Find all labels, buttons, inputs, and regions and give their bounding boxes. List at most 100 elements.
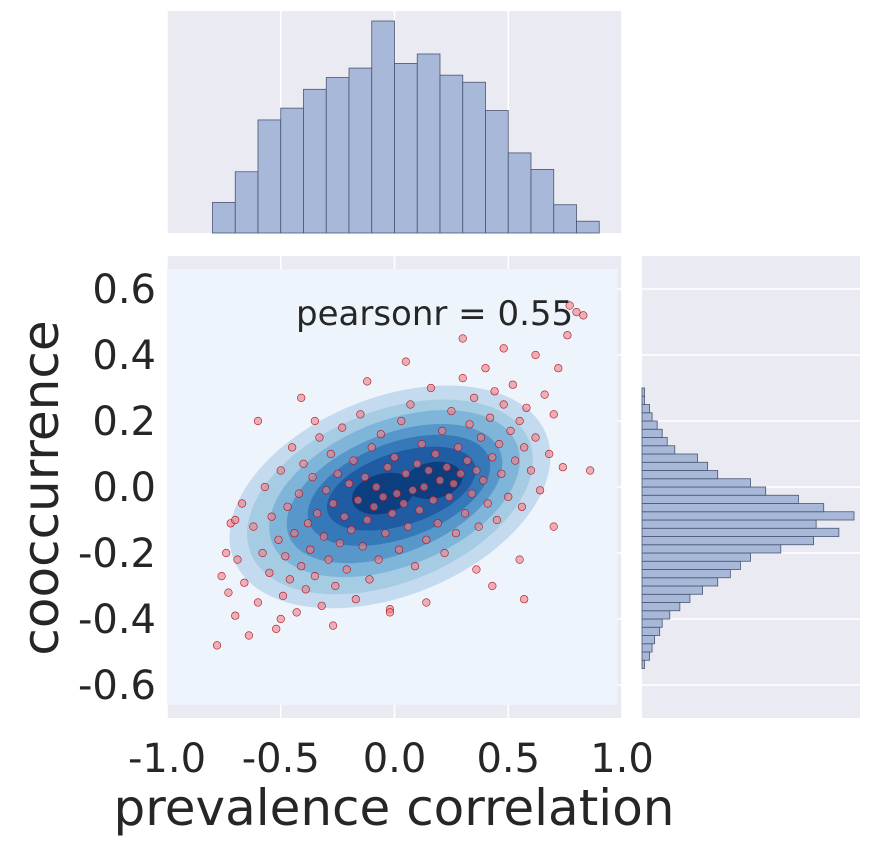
scatter-point-39	[326, 449, 335, 459]
scatter-point-59	[372, 482, 381, 492]
y-hist-bar-11	[641, 569, 731, 579]
scatter-point-36	[319, 532, 329, 541]
scatter-point-50	[351, 595, 360, 604]
x-hist-bar-10	[439, 74, 464, 234]
scatter-point-129	[549, 410, 558, 419]
x-tick-label-2: 0.0	[363, 736, 427, 782]
scatter-point-30	[306, 545, 315, 554]
y-hist-bar-20	[641, 494, 799, 504]
scatter-point-99	[463, 456, 472, 465]
scatter-point-48	[347, 525, 356, 535]
y-hist-bar-0	[641, 659, 645, 669]
scatter-point-45	[340, 512, 349, 521]
scatter-point-52	[356, 410, 365, 419]
scatter-point-2	[224, 588, 233, 597]
scatter-point-144	[401, 357, 410, 366]
x-hist-bar-8	[394, 63, 418, 234]
x-tick-label-0: -1.0	[128, 736, 206, 782]
y-axis-label: cooccurrence	[12, 320, 70, 655]
scatter-point-79	[417, 440, 426, 449]
x-hist-bar-7	[371, 20, 395, 234]
x-hist-bar-3	[280, 107, 304, 234]
y-hist-bar-2	[641, 643, 653, 653]
y-hist-bar-33	[641, 387, 645, 397]
scatter-point-86	[433, 519, 442, 528]
y-hist-bar-27	[641, 437, 668, 447]
x-hist-bar-11	[462, 81, 486, 234]
scatter-point-37	[322, 486, 331, 495]
scatter-point-137	[520, 595, 529, 604]
scatter-point-87	[435, 476, 445, 485]
scatter-point-51	[354, 496, 363, 505]
scatter-point-148	[531, 350, 540, 360]
scatter-point-58	[369, 502, 379, 511]
scatter-point-125	[531, 433, 540, 442]
scatter-point-118	[508, 380, 517, 389]
y-hist-bar-10	[641, 577, 719, 587]
scatter-point-34	[315, 433, 324, 442]
scatter-point-103	[472, 466, 481, 475]
scatter-point-153	[515, 555, 524, 564]
scatter-point-101	[467, 489, 476, 498]
scatter-point-93	[449, 479, 458, 488]
scatter-point-91	[445, 492, 454, 502]
scatter-point-102	[470, 393, 479, 403]
scatter-point-71	[399, 499, 408, 508]
scatter-point-63	[381, 529, 390, 538]
scatter-point-90	[442, 463, 451, 472]
y-tick-label-1: -0.4	[78, 597, 156, 643]
scatter-point-85	[431, 449, 440, 459]
x-hist-bar-1	[234, 171, 259, 234]
scatter-point-0	[212, 641, 222, 650]
scatter-point-41	[331, 581, 340, 591]
scatter-point-8	[244, 631, 253, 640]
scatter-point-3	[231, 611, 240, 620]
x-hist-bar-5	[325, 77, 350, 234]
scatter-point-98	[460, 509, 470, 518]
scatter-point-113	[495, 440, 504, 449]
scatter-point-127	[540, 390, 549, 399]
scatter-point-69	[394, 545, 404, 554]
y-hist-bar-13	[641, 552, 751, 562]
scatter-point-70	[397, 416, 406, 426]
y-hist-bar-5	[641, 618, 663, 628]
scatter-point-68	[392, 489, 401, 498]
scatter-point-154	[549, 522, 558, 531]
scatter-point-133	[565, 301, 574, 310]
scatter-point-139	[422, 598, 431, 607]
y-hist-bar-4	[641, 626, 661, 636]
scatter-point-5	[233, 555, 242, 564]
scatter-point-20	[283, 502, 292, 511]
scatter-point-109	[485, 413, 495, 422]
y-hist-bar-31	[641, 404, 650, 414]
y-hist-bar-22	[641, 478, 751, 488]
y-tick-label-3: 0.0	[92, 465, 156, 511]
x-hist-bar-0	[212, 201, 236, 234]
scatter-point-124	[526, 466, 536, 475]
scatter-point-57	[367, 443, 376, 452]
scatter-point-53	[358, 542, 367, 551]
y-hist-bar-21	[641, 486, 767, 496]
scatter-point-28	[301, 585, 310, 594]
scatter-point-111	[490, 387, 499, 396]
scatter-point-16	[274, 535, 283, 544]
scatter-point-115	[499, 400, 508, 409]
scatter-point-60	[374, 555, 383, 564]
scatter-point-131	[558, 463, 567, 472]
x-hist-bar-9	[416, 53, 441, 234]
scatter-point-105	[476, 433, 486, 442]
scatter-point-13	[265, 568, 274, 577]
scatter-point-89	[440, 548, 449, 558]
scatter-point-46	[342, 565, 351, 574]
scatter-point-152	[310, 416, 319, 426]
scatter-point-9	[249, 522, 258, 531]
y-hist-bar-9	[641, 585, 703, 595]
scatter-point-145	[363, 377, 372, 386]
scatter-point-62	[379, 492, 388, 502]
scatter-point-74	[406, 400, 415, 409]
scatter-point-6	[237, 499, 247, 508]
y-hist-bar-25	[641, 453, 698, 463]
y-hist-bar-12	[641, 560, 741, 570]
scatter-point-55	[363, 515, 372, 525]
